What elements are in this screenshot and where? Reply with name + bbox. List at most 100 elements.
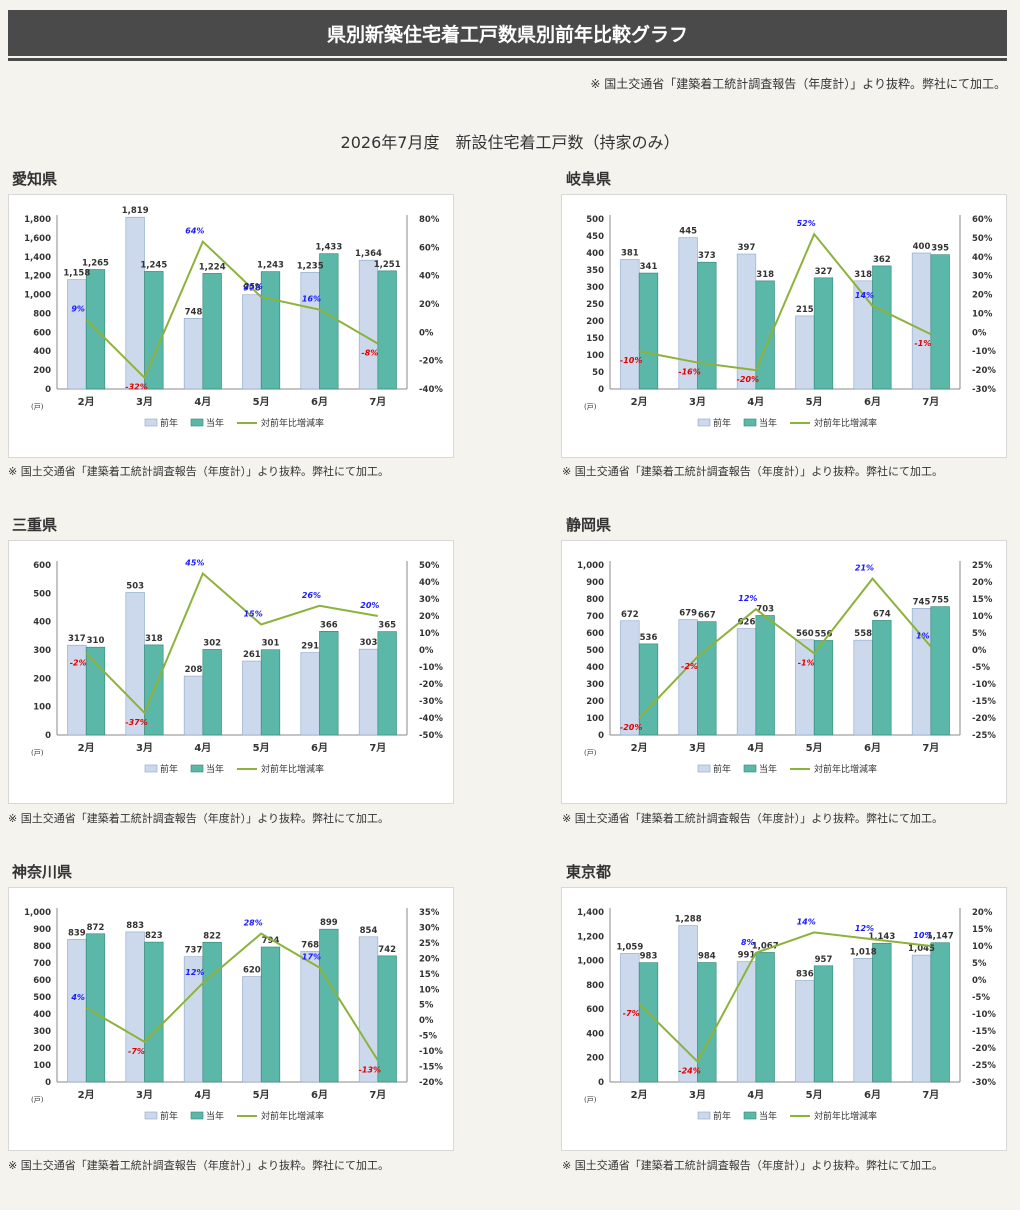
bar-label-prev: 1,235 xyxy=(297,261,324,271)
rate-label: 17% xyxy=(302,953,321,962)
legend-swatch-prev xyxy=(697,418,711,427)
bar-prev xyxy=(795,315,815,390)
bar-curr xyxy=(638,272,659,390)
rate-label: -32% xyxy=(125,383,147,392)
rate-label: 10% xyxy=(913,931,932,940)
y2-tick-label: 0% xyxy=(972,976,987,986)
x-tick-label: 4月 xyxy=(194,1089,211,1101)
legend-swatch-prev xyxy=(697,1111,711,1120)
y2-tick-label: 60% xyxy=(972,215,993,225)
y-tick-label: 500 xyxy=(586,646,604,656)
bar-prev xyxy=(242,976,262,1083)
source-note-top: ※ 国土交通省「建築着工統計調査報告（年度計）」より抜粋。弊社にて加工。 xyxy=(590,77,1006,91)
bar-label-curr: 1,265 xyxy=(82,259,109,269)
bar-label-curr: 556 xyxy=(815,629,833,639)
legend-swatch-curr xyxy=(743,1111,757,1120)
y2-tick-label: 15% xyxy=(972,595,993,605)
bar-label-curr: 365 xyxy=(378,621,396,631)
chart-tokyo: 0 200 400 600 800 1,000 1,200 1,400 -30% -25% -20%… xyxy=(561,887,1007,1151)
rate-label: -16% xyxy=(678,368,700,377)
y-tick-label: 400 xyxy=(33,1010,51,1020)
chart-mie: 0 100 200 300 400 500 600 -50% -40% -30% -20% -10% 0… xyxy=(8,540,454,804)
source-note-gifu: ※ 国土交通省「建築着工統計調査報告（年度計）」より抜粋。弊社にて加工。 xyxy=(562,465,943,478)
x-tick-label: 6月 xyxy=(311,742,328,754)
source-note-tokyo: ※ 国土交通省「建築着工統計調査報告（年度計）」より抜粋。弊社にて加工。 xyxy=(562,1159,943,1172)
rate-label: 12% xyxy=(185,968,204,977)
bar-label-curr: 1,251 xyxy=(374,260,401,270)
bar-label-prev: 1,819 xyxy=(122,206,149,216)
y2-tick-label: 60% xyxy=(419,243,440,253)
bar-prev xyxy=(300,652,320,736)
bar-prev xyxy=(125,931,145,1083)
rate-label: 25% xyxy=(244,282,263,291)
legend-label-rate: 対前年比増減率 xyxy=(261,763,324,775)
legend-swatch-prev xyxy=(144,1111,158,1120)
bar-label-prev: 991 xyxy=(738,951,756,961)
y2-tick-label: -25% xyxy=(972,731,996,741)
y2-tick-label: 10% xyxy=(419,629,440,639)
legend-swatch-curr xyxy=(190,1111,204,1120)
bar-curr xyxy=(85,933,106,1083)
rate-label: 26% xyxy=(302,591,321,600)
x-tick-label: 5月 xyxy=(253,742,270,754)
y2-tick-label: -20% xyxy=(972,366,996,376)
bar-label-prev: 626 xyxy=(738,618,756,628)
y-tick-label: 600 xyxy=(33,328,51,338)
bar-prev xyxy=(853,639,873,736)
bar-curr xyxy=(260,649,281,736)
y2-tick-label: -20% xyxy=(419,357,443,367)
legend-label-prev: 前年 xyxy=(160,417,178,429)
y-unit-label: (戸) xyxy=(584,749,597,757)
source-note-mie: ※ 国土交通省「建築着工統計調査報告（年度計）」より抜粋。弊社にて加工。 xyxy=(8,812,389,825)
bar-label-prev: 560 xyxy=(796,629,814,639)
bar-label-prev: 317 xyxy=(68,634,86,644)
bar-label-curr: 899 xyxy=(320,918,338,928)
rate-label: -1% xyxy=(798,658,815,667)
bar-curr xyxy=(85,646,106,736)
y2-tick-label: -30% xyxy=(419,697,443,707)
x-tick-label: 4月 xyxy=(747,742,764,754)
chart-kanagawa: 0 100 200 300 400 500 600 700 800 900 1,000 -20% -15… xyxy=(8,887,454,1151)
rate-label: 12% xyxy=(738,594,757,603)
rate-line xyxy=(85,239,379,380)
y-tick-label: 50 xyxy=(592,368,604,378)
bar-label-curr: 984 xyxy=(698,952,716,962)
x-tick-label: 2月 xyxy=(631,1089,648,1101)
bar-curr xyxy=(377,955,397,1083)
bar-prev xyxy=(358,648,379,736)
chart-gifu-svg: 0 50 100 150 200 250 300 350 400 450 500 -30% -20% -1… xyxy=(584,215,996,429)
bar-label-prev: 318 xyxy=(854,270,872,280)
legend-swatch-prev xyxy=(144,764,158,773)
bar-curr xyxy=(813,965,834,1083)
x-tick-label: 5月 xyxy=(253,1089,270,1101)
chart-tokyo-svg: 0 200 400 600 800 1,000 1,200 1,400 -30% -25% -20%… xyxy=(577,908,996,1122)
rate-line xyxy=(85,932,379,1061)
chart-gifu: 0 50 100 150 200 250 300 350 400 450 500 -30% -20% -1… xyxy=(561,194,1007,458)
bar-label-prev: 737 xyxy=(185,946,203,956)
bar-prev xyxy=(67,279,87,390)
bar-label-prev: 558 xyxy=(854,629,872,639)
y-tick-label: 1,800 xyxy=(24,215,51,225)
y2-tick-label: 0% xyxy=(419,1016,434,1026)
bar-curr xyxy=(202,649,222,736)
rate-label: 64% xyxy=(185,227,204,236)
y-tick-label: 400 xyxy=(586,663,604,673)
pref-title-shizuoka: 静岡県 xyxy=(566,516,612,534)
y2-tick-label: 35% xyxy=(419,908,440,918)
bar-curr xyxy=(813,640,834,736)
y-unit-label: (戸) xyxy=(584,403,597,411)
x-tick-label: 4月 xyxy=(747,396,764,408)
y-tick-label: 300 xyxy=(586,680,604,690)
y-tick-label: 250 xyxy=(586,300,604,310)
x-tick-label: 5月 xyxy=(253,396,270,408)
rate-label: 12% xyxy=(855,924,874,933)
y2-tick-label: 20% xyxy=(419,954,440,964)
bar-label-curr: 667 xyxy=(698,611,716,621)
y2-tick-label: 0% xyxy=(972,646,987,656)
y-tick-label: 1,000 xyxy=(577,957,604,967)
y-tick-label: 600 xyxy=(586,629,604,639)
y-tick-label: 350 xyxy=(586,266,604,276)
bar-label-prev: 672 xyxy=(621,610,639,620)
bar-curr xyxy=(260,271,281,390)
bar-curr xyxy=(697,261,717,390)
